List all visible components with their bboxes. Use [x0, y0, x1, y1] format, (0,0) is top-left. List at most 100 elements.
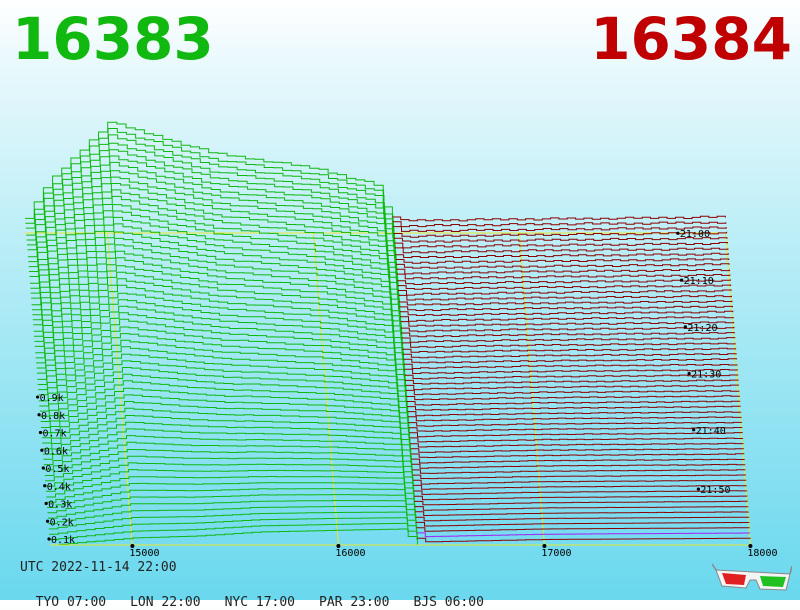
ask-depth-line-55 — [394, 247, 729, 254]
utc-timestamp: UTC 2022-11-14 22:00 — [20, 560, 177, 575]
bid-depth-line-60 — [25, 128, 394, 239]
ask-depth-line-9 — [413, 490, 748, 495]
y-tick-mark-1 — [45, 519, 50, 523]
bid-depth-line-15 — [43, 435, 412, 469]
bid-depth-line-2 — [49, 517, 418, 535]
bid-depth-line-19 — [42, 407, 411, 448]
ask-depth-line-19 — [409, 437, 744, 443]
bid-depth-line-32 — [36, 318, 405, 382]
ask-depth-line-34 — [403, 358, 737, 364]
ask-depth-line-38 — [401, 337, 736, 343]
ask-depth-line-32 — [404, 368, 738, 374]
ask-depth-line-54 — [395, 252, 729, 258]
bid-depth-line-8 — [46, 482, 415, 505]
bid-depth-line-39 — [34, 271, 402, 346]
ask-depth-line-59 — [393, 226, 727, 232]
x-tick-mark-1 — [336, 544, 341, 548]
bid-depth-line-55 — [27, 161, 396, 264]
x-tick-mark-0 — [130, 544, 135, 548]
y-tick-mark-2 — [44, 501, 48, 506]
ask-depth-line-1 — [417, 532, 750, 538]
bid-depth-line-27 — [38, 353, 407, 407]
y-tick-label-3: 0.4k — [47, 482, 71, 493]
time-tick-label-5: 21:50 — [700, 485, 730, 496]
y-tick-mark-4 — [41, 466, 45, 470]
ask-depth-line-51 — [396, 268, 730, 275]
clock-bjs: BJS 06:00 — [413, 595, 484, 610]
ask-depth-line-7 — [414, 500, 748, 506]
bid-depth-line-6 — [47, 494, 416, 515]
ask-depth-line-60 — [392, 221, 727, 228]
bid-depth-line-5 — [48, 500, 416, 520]
x-tick-mark-2 — [542, 544, 547, 548]
ask-depth-line-61 — [392, 215, 726, 222]
time-tick-mark-4 — [692, 428, 696, 432]
x-tick-label-3: 18000 — [747, 548, 777, 559]
ask-depth-line-43 — [399, 310, 734, 316]
bid-depth-line-53 — [28, 176, 397, 274]
bid-depth-line-25 — [39, 367, 408, 418]
bid-depth-line-37 — [34, 284, 403, 356]
bid-depth-line-24 — [40, 373, 409, 423]
y-tick-mark-6 — [38, 430, 43, 435]
clock-lon: LON 22:00 — [130, 595, 201, 610]
ask-depth-line-53 — [395, 258, 730, 264]
y-tick-mark-7 — [37, 413, 41, 417]
bid-depth-line-29 — [38, 339, 406, 397]
depth-lines — [25, 121, 751, 546]
bid-depth-line-18 — [42, 415, 411, 453]
bid-depth-line-1 — [49, 522, 418, 541]
time-tick-label-0: 21:00 — [680, 229, 710, 240]
time-tick-label-3: 21:30 — [691, 370, 721, 381]
ask-depth-line-5 — [415, 511, 749, 516]
grid-depth-line-1 — [312, 232, 339, 546]
bid-depth-line-13 — [44, 449, 413, 479]
ask-depth-line-25 — [407, 405, 741, 411]
best-bid-price: 16383 — [12, 5, 214, 73]
x-tick-label-0: 15000 — [129, 548, 159, 559]
bid-depth-line-26 — [39, 360, 408, 412]
ask-depth-line-44 — [399, 305, 733, 311]
bid-depth-line-20 — [41, 401, 410, 443]
3d-glasses-icon[interactable] — [712, 560, 792, 592]
time-tick-label-4: 21:40 — [696, 426, 726, 437]
bid-depth-line-51 — [29, 189, 397, 285]
chart-axes: 15000 16000 17000 18000 0.1k 0.2k 0.3k 0.4k 0.5k… — [36, 229, 778, 559]
bid-depth-line-46 — [31, 223, 399, 310]
ask-depth-line-27 — [406, 395, 740, 401]
y-tick-label-7: 0.8k — [41, 411, 65, 422]
time-tick-mark-2 — [683, 325, 688, 329]
ask-depth-line-17 — [410, 448, 744, 453]
y-tick-mark-8 — [36, 395, 40, 399]
y-tick-mark-5 — [40, 448, 44, 452]
bid-depth-line-3 — [48, 511, 417, 530]
bid-depth-line-40 — [33, 265, 402, 340]
bid-depth-line-48 — [30, 210, 399, 300]
ask-depth-line-4 — [415, 516, 750, 522]
ask-depth-line-3 — [416, 521, 750, 527]
ask-depth-line-57 — [394, 237, 728, 243]
bid-depth-line-9 — [46, 476, 415, 499]
ask-depth-line-26 — [406, 400, 741, 406]
world-clocks: TYO 07:00 LON 22:00 NYC 17:00 PAR 23:00 BJS … — [20, 580, 508, 610]
ask-depth-line-58 — [393, 231, 728, 238]
bid-depth-line-38 — [34, 278, 403, 351]
ask-depth-line-42 — [400, 316, 734, 322]
ask-depth-line-56 — [394, 242, 728, 249]
y-tick-mark-3 — [43, 484, 47, 488]
bid-depth-line-47 — [30, 216, 399, 305]
ask-depth-line-52 — [396, 263, 730, 269]
y-tick-label-0: 0.1k — [51, 535, 75, 546]
ask-depth-line-15 — [411, 458, 745, 464]
x-tick-mark-3 — [748, 544, 753, 548]
ask-depth-line-31 — [404, 374, 739, 380]
bid-depth-line-12 — [45, 455, 413, 484]
ask-depth-line-48 — [397, 284, 732, 290]
ask-depth-line-35 — [403, 353, 737, 359]
y-tick-label-2: 0.3k — [48, 500, 72, 511]
bid-depth-line-17 — [43, 421, 411, 458]
ask-depth-line-10 — [413, 484, 747, 490]
clock-par: PAR 23:00 — [319, 595, 390, 610]
best-ask-price: 16384 — [590, 5, 792, 73]
